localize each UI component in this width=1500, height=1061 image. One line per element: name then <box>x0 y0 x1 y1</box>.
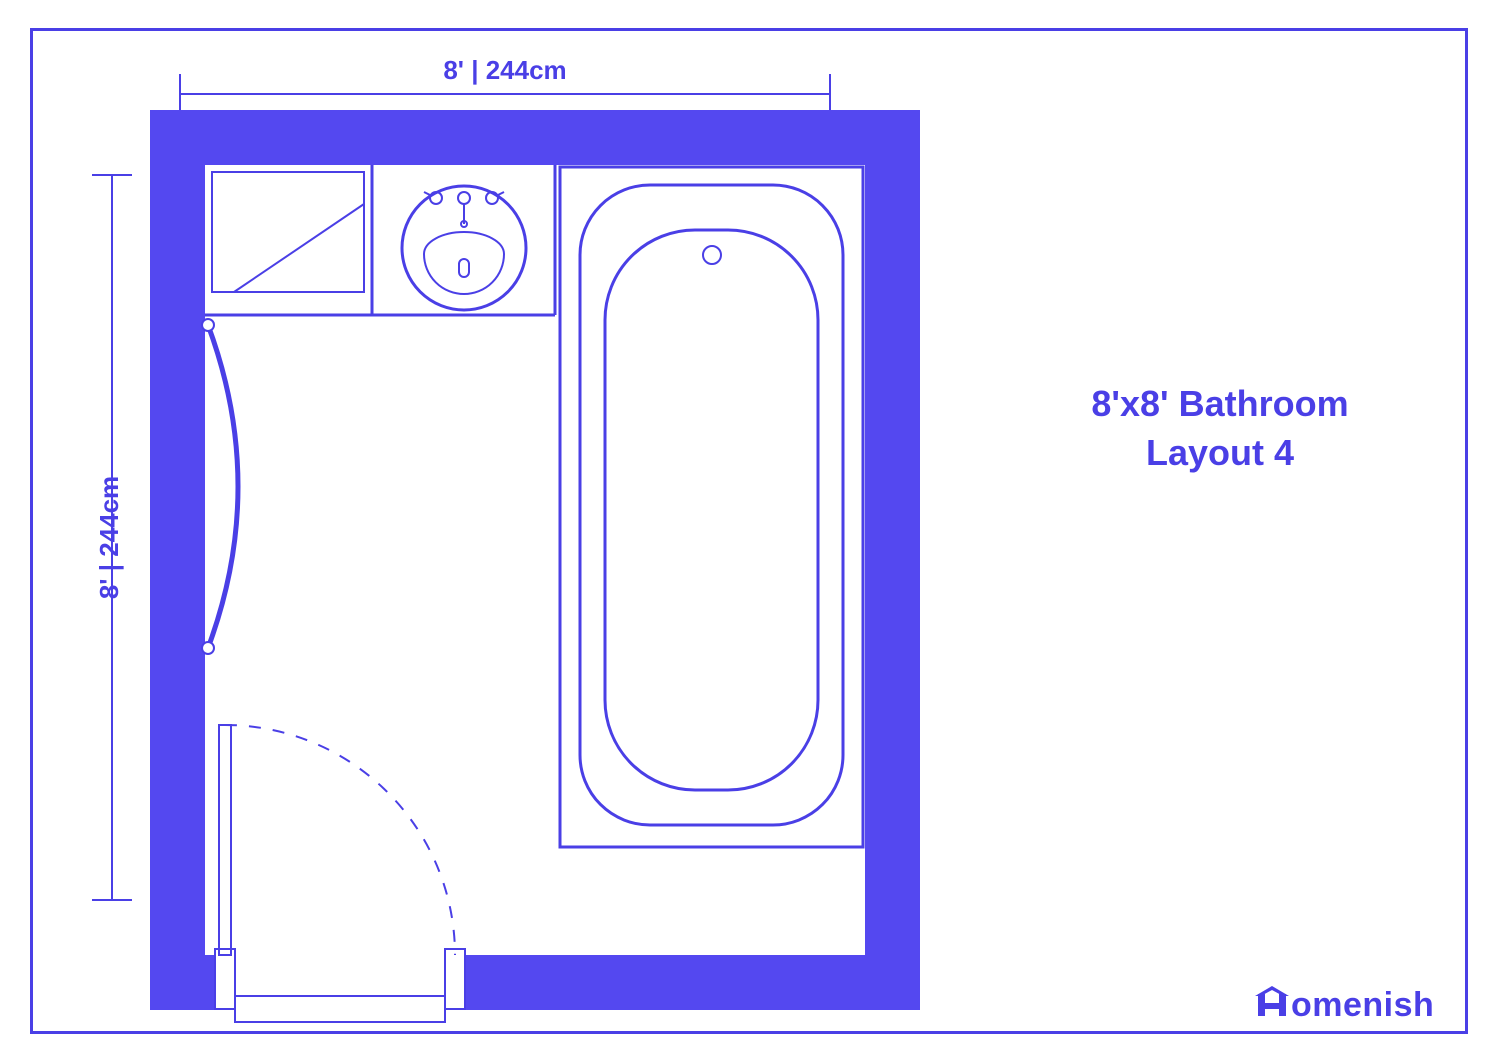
brand-house-icon <box>1255 986 1289 1016</box>
floorplan-svg <box>0 0 1500 1061</box>
floorplan-canvas: 8' | 244cm 8' | 244cm 8'x8' Bathroom Lay… <box>0 0 1500 1061</box>
brand-logo: omenish <box>1255 986 1434 1025</box>
brand-text: omenish <box>1291 986 1434 1024</box>
